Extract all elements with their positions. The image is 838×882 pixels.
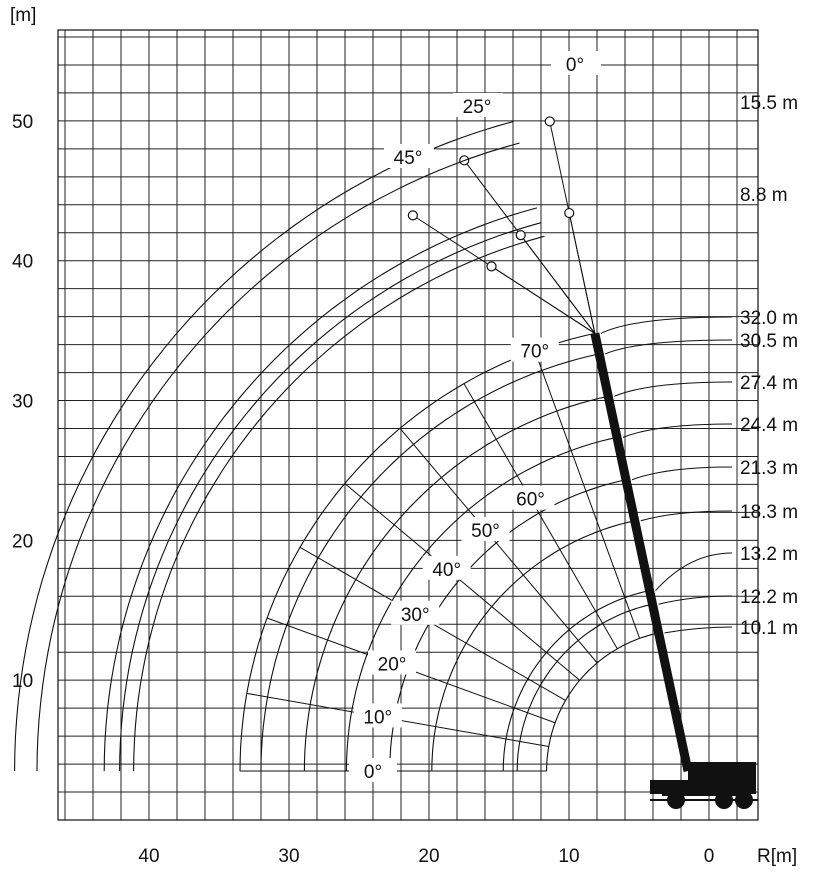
jib-offset-label: 25° bbox=[463, 97, 492, 118]
boom-length-leader bbox=[640, 510, 733, 522]
boom-length-label: 32.0 m bbox=[740, 308, 798, 329]
boom-angle-ray bbox=[534, 350, 641, 639]
angle-label-bg bbox=[353, 703, 402, 728]
jib-reach-arc bbox=[103, 207, 538, 772]
boom-angle-label: 60° bbox=[516, 490, 545, 511]
boom-length-arc bbox=[431, 520, 635, 772]
crane-superstructure bbox=[688, 762, 756, 780]
boom-length-leader bbox=[658, 595, 733, 605]
boom-length-arc bbox=[546, 632, 659, 772]
jib-tip-marker bbox=[564, 207, 575, 219]
jib-offset-label-bg bbox=[551, 51, 601, 75]
angle-label-bg bbox=[510, 337, 559, 362]
boom-length-leader bbox=[655, 552, 733, 591]
x-tick-label: 30 bbox=[278, 846, 299, 867]
boom-length-leader bbox=[664, 626, 733, 634]
y-tick-label: 10 bbox=[12, 671, 33, 692]
boom-angle-label: 50° bbox=[471, 521, 500, 542]
jib-offset-label: 45° bbox=[394, 148, 423, 169]
angle-label-bg bbox=[391, 600, 440, 625]
boom-angle-label: 30° bbox=[401, 605, 430, 626]
boom-length-arc bbox=[303, 395, 609, 772]
boom-length-arc bbox=[516, 603, 653, 772]
boom-length-leader bbox=[605, 339, 733, 355]
boom-length-arc bbox=[260, 353, 600, 772]
boom-length-label: 21.3 m bbox=[740, 458, 798, 479]
boom-angle-label: 20° bbox=[378, 654, 407, 675]
jib-reach-arc bbox=[119, 222, 542, 772]
y-tick-label: 40 bbox=[12, 252, 33, 273]
jib-offset-label-bg bbox=[384, 144, 434, 168]
jib-line bbox=[568, 212, 596, 334]
boom-angle-label: 70° bbox=[520, 342, 549, 363]
jib-length-label: 15.5 m bbox=[740, 93, 798, 114]
y-tick-label: 30 bbox=[12, 392, 33, 413]
y-tick-label: 50 bbox=[12, 112, 33, 133]
boom-length-leader bbox=[614, 381, 733, 397]
boom bbox=[590, 332, 693, 772]
y-unit-label: [m] bbox=[10, 5, 36, 26]
boom-angle-label: 0° bbox=[364, 762, 382, 783]
crane-outrigger-beam bbox=[662, 792, 748, 796]
boom-length-label: 30.5 m bbox=[740, 331, 798, 352]
crane-carrier-body bbox=[650, 780, 756, 794]
jib-reach-arc bbox=[133, 235, 545, 772]
angle-label-bg bbox=[422, 555, 471, 580]
boom-length-label: 13.2 m bbox=[740, 544, 798, 565]
x-tick-label: 40 bbox=[138, 846, 159, 867]
jib-reach-arc bbox=[14, 120, 514, 772]
jib-line bbox=[491, 265, 596, 334]
boom-length-arc bbox=[345, 436, 618, 772]
mobile-crane-icon bbox=[590, 332, 758, 809]
boom-length-leader bbox=[600, 316, 733, 334]
jib-tip-marker bbox=[515, 230, 526, 241]
boom-length-arcs bbox=[239, 332, 659, 772]
boom-length-label: 24.4 m bbox=[740, 415, 798, 436]
x-unit-label: R[m] bbox=[757, 846, 797, 867]
jib-tip-marker bbox=[544, 116, 555, 127]
jib-reach-arc bbox=[36, 142, 520, 772]
boom-length-label: 27.4 m bbox=[740, 373, 798, 394]
boom-angle-ray bbox=[344, 483, 581, 681]
boom-length-leader bbox=[622, 423, 733, 438]
boom-length-arc bbox=[502, 589, 650, 772]
boom-angle-ray bbox=[463, 383, 618, 650]
jib-offset-label-bg bbox=[453, 93, 503, 117]
angle-label-bg bbox=[461, 517, 510, 542]
y-tick-label: 20 bbox=[12, 531, 33, 552]
boom-angle-label: 10° bbox=[363, 707, 392, 728]
angle-label-bg bbox=[506, 485, 555, 510]
plot-frame bbox=[57, 29, 759, 821]
angle-label-bg bbox=[367, 650, 416, 675]
jib-length-label: 8.8 m bbox=[740, 185, 788, 206]
x-tick-label: 0 bbox=[704, 846, 715, 867]
labels: 40 30 20 10 0 50 40 30 20 10 0° 10° 20° 30° 40° 50° 60° 7… bbox=[12, 51, 798, 867]
boom-length-leader bbox=[631, 466, 733, 481]
boom-length-label: 18.3 m bbox=[740, 502, 798, 523]
boom-angle-label: 40° bbox=[432, 560, 461, 581]
x-tick-label: 20 bbox=[418, 846, 439, 867]
angle-label-bg bbox=[349, 758, 397, 783]
boom-angle-ray bbox=[399, 427, 598, 664]
x-tick-label: 10 bbox=[558, 846, 579, 867]
boom-length-label: 12.2 m bbox=[740, 587, 798, 608]
jib-line bbox=[520, 234, 596, 334]
jib-tip-marker bbox=[486, 261, 497, 272]
jib-offset-label: 0° bbox=[566, 55, 584, 76]
boom-length-arc bbox=[239, 332, 596, 772]
jib-tip-marker bbox=[407, 210, 418, 221]
jib-curves bbox=[14, 116, 596, 772]
boom-length-label: 10.1 m bbox=[740, 618, 798, 639]
